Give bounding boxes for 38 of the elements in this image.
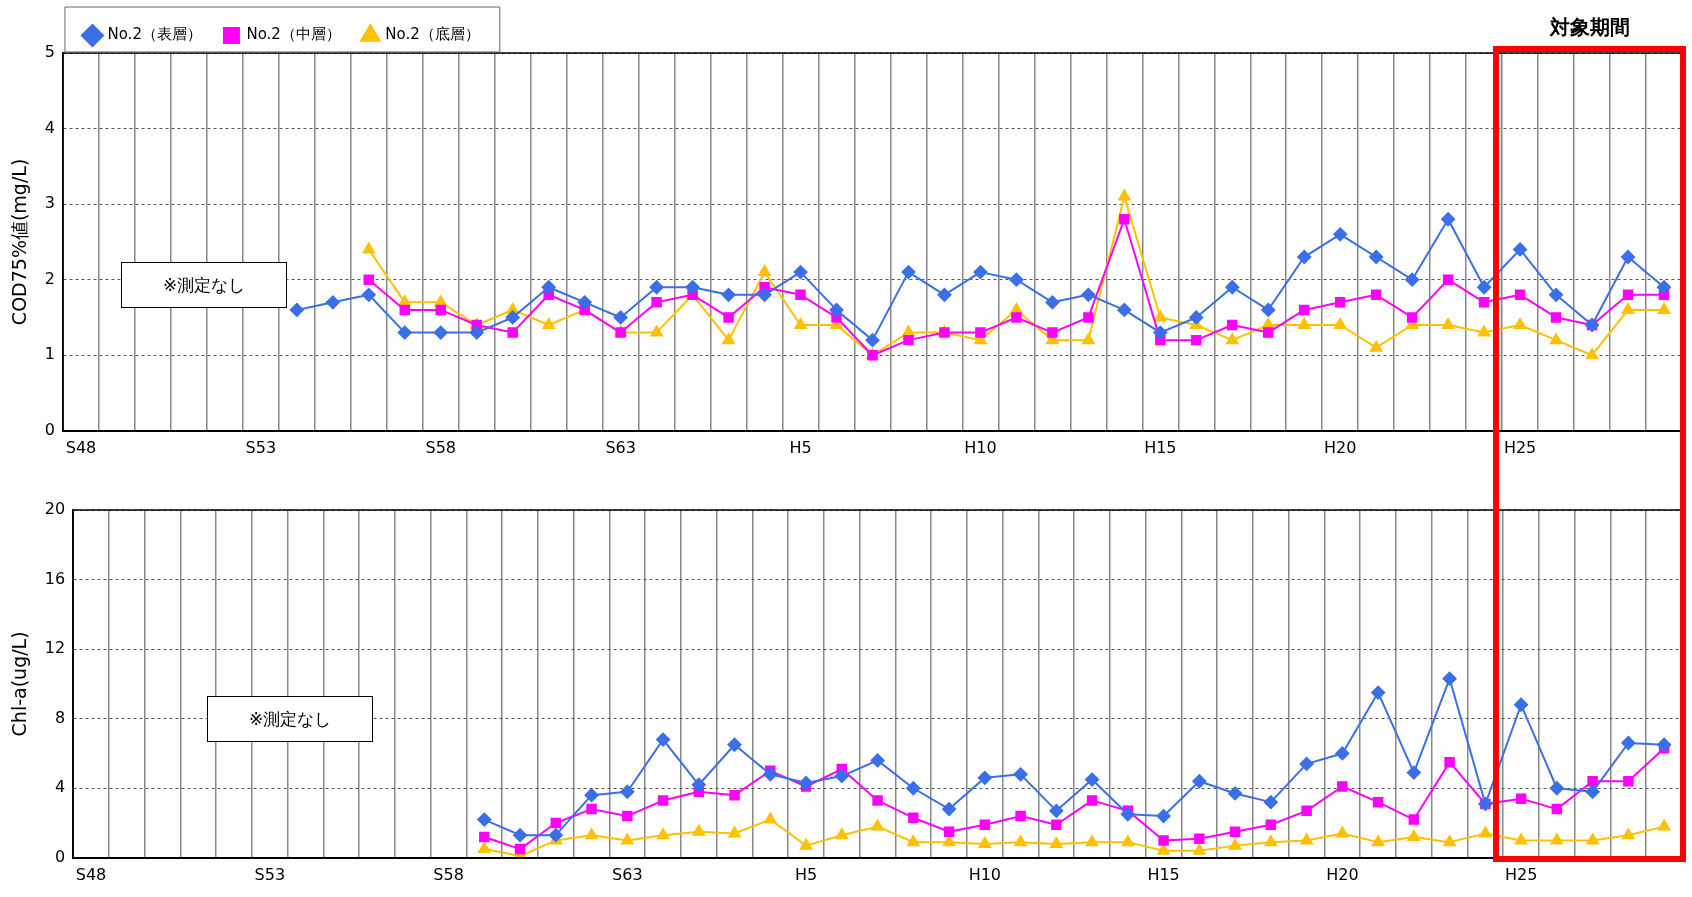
text: 対象期間 [1548,14,1631,41]
y-tick-label: 3 [44,193,55,213]
x-tick-label: H20 [1324,437,1357,457]
x-tick-label: H5 [794,864,818,884]
x-tick-label: H10 [968,864,1002,884]
x-tick-label: H25 [1503,437,1537,457]
x-tick-label: S53 [254,864,286,884]
x-tick-label: H20 [1326,864,1359,884]
x-tick-label: H10 [964,437,997,457]
y-tick-label: 5 [44,42,55,62]
y-tick-label: 0 [44,419,55,439]
y-tick-label: 0 [54,846,66,866]
legend-label: No.2（中層） [246,25,341,44]
x-tick-label: H5 [789,437,812,457]
x-tick-label: H15 [1144,437,1177,457]
x-tick-label: S58 [433,864,464,884]
y-axis-title: Chl-a(ug/L) [8,631,31,737]
y-tick-label: 2 [44,268,55,288]
x-tick-label: S63 [605,437,636,457]
x-tick-label: S58 [425,437,457,457]
x-tick-label: S48 [75,864,107,884]
y-axis-title: COD75%値(mg/L) [8,158,31,326]
y-tick-label: 20 [44,499,66,519]
note-box: ※測定なし [207,696,373,742]
x-tick-label: H25 [1504,864,1538,884]
x-tick-label: H15 [1147,864,1180,884]
x-tick-label: S63 [612,864,643,884]
note-box: ※測定なし [121,262,287,308]
y-tick-label: 12 [44,638,66,658]
y-tick-label: 16 [44,568,66,588]
y-tick-label: 4 [44,117,55,137]
y-tick-label: 8 [54,707,66,727]
x-tick-label: S48 [65,437,97,457]
y-tick-label: 1 [44,344,55,364]
legend-label: No.2（表層） [107,25,202,44]
x-tick-label: S53 [245,437,277,457]
legend-label: No.2（底層） [385,25,480,44]
y-tick-label: 4 [54,777,66,797]
